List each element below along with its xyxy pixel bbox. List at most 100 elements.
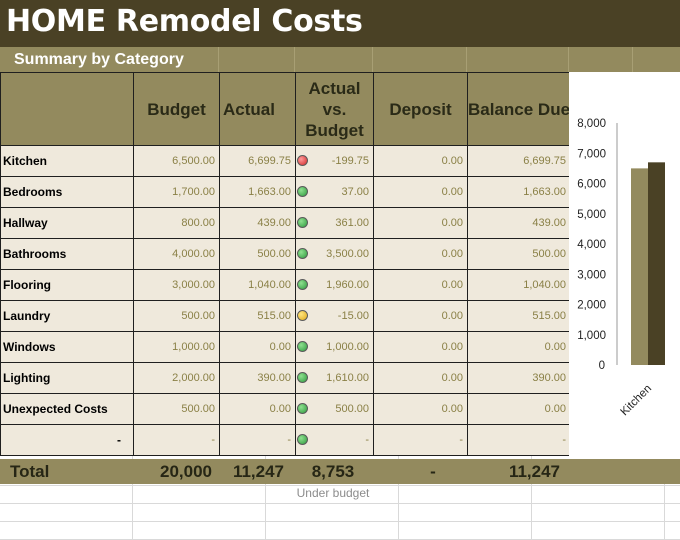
- category-cell[interactable]: Kitchen: [0, 145, 134, 177]
- y-tick-label: 5,000: [577, 209, 606, 221]
- category-cell[interactable]: Lighting: [0, 362, 134, 394]
- actual-vs-budget-cell[interactable]: 1,610.00: [295, 362, 374, 394]
- budget-cell[interactable]: 500.00: [133, 393, 220, 425]
- total-actual-vs-budget[interactable]: 8,753: [311, 462, 355, 481]
- actual-cell[interactable]: -: [219, 424, 296, 456]
- deposit-cell[interactable]: 0.00: [373, 176, 468, 208]
- category-cell[interactable]: Unexpected Costs: [0, 393, 134, 425]
- column-divider: [632, 47, 633, 72]
- status-indicator-icon: [297, 310, 308, 321]
- chart-bar: [648, 162, 665, 365]
- actual-cell[interactable]: 0.00: [219, 331, 296, 363]
- category-cell[interactable]: -: [0, 424, 134, 456]
- status-indicator-icon: [297, 403, 308, 414]
- header-actual-vs-budget[interactable]: Actual vs. Budget: [295, 72, 374, 146]
- category-cell[interactable]: Flooring: [0, 269, 134, 301]
- page-subtitle: Summary by Category: [14, 51, 184, 68]
- actual-vs-budget-cell[interactable]: 1,000.00: [295, 331, 374, 363]
- budget-status-note[interactable]: Under budget: [296, 486, 370, 500]
- total-label[interactable]: Total: [10, 462, 50, 481]
- header-budget[interactable]: Budget: [133, 72, 220, 146]
- table-row: Bedrooms 1,700.00 1,663.00 37.00 0.00 1,663.0…: [0, 176, 572, 208]
- actual-vs-budget-cell[interactable]: 500.00: [295, 393, 374, 425]
- balance-due-cell[interactable]: 515.00: [466, 300, 572, 332]
- budget-cell[interactable]: 3,000.00: [133, 269, 220, 301]
- total-deposit[interactable]: -: [430, 462, 436, 481]
- balance-due-cell[interactable]: 6,699.75: [466, 145, 572, 177]
- summary-table: Budget Actual Actual vs. Budget Deposit …: [0, 72, 572, 456]
- header-deposit[interactable]: Deposit: [373, 72, 468, 146]
- budget-cell[interactable]: 500.00: [133, 300, 220, 332]
- actual-vs-budget-cell[interactable]: 3,500.00: [295, 238, 374, 270]
- balance-due-cell[interactable]: 390.00: [466, 362, 572, 394]
- actual-vs-budget-cell[interactable]: -: [295, 424, 374, 456]
- column-divider: [218, 47, 219, 72]
- actual-vs-budget-cell[interactable]: 37.00: [295, 176, 374, 208]
- balance-due-cell[interactable]: 1,663.00: [466, 176, 572, 208]
- budget-cell[interactable]: 6,500.00: [133, 145, 220, 177]
- chart-svg: 0 1,000 2,000 3,000 4,000 5,000 6,000 7,000 8,00…: [577, 118, 665, 418]
- y-tick-label: 2,000: [577, 300, 606, 312]
- deposit-cell[interactable]: 0.00: [373, 393, 468, 425]
- actual-cell[interactable]: 6,699.75: [219, 145, 296, 177]
- header-category[interactable]: [0, 72, 134, 146]
- table-row: Kitchen 6,500.00 6,699.75 -199.75 0.00 6,699.…: [0, 145, 572, 177]
- actual-vs-budget-cell[interactable]: 1,960.00: [295, 269, 374, 301]
- category-cell[interactable]: Laundry: [0, 300, 134, 332]
- actual-cell[interactable]: 390.00: [219, 362, 296, 394]
- balance-due-cell[interactable]: 500.00: [466, 238, 572, 270]
- deposit-cell[interactable]: 0.00: [373, 207, 468, 239]
- column-divider: [294, 47, 295, 72]
- y-tick-label: 4,000: [577, 239, 606, 251]
- budget-cell[interactable]: 800.00: [133, 207, 220, 239]
- balance-due-cell[interactable]: 0.00: [466, 331, 572, 363]
- header-actual[interactable]: Actual: [219, 72, 296, 146]
- total-row: Total 20,000 11,247 8,753 - 11,247: [0, 459, 680, 484]
- actual-cell[interactable]: 0.00: [219, 393, 296, 425]
- deposit-cell[interactable]: 0.00: [373, 269, 468, 301]
- header-balance-due[interactable]: Balance Due: [466, 72, 572, 146]
- deposit-cell[interactable]: 0.00: [373, 331, 468, 363]
- page-title: HOME Remodel Costs: [6, 4, 363, 39]
- budget-cell[interactable]: 4,000.00: [133, 238, 220, 270]
- total-actual[interactable]: 11,247: [232, 462, 284, 481]
- total-balance-due[interactable]: 11,247: [508, 462, 560, 481]
- deposit-cell[interactable]: 0.00: [373, 362, 468, 394]
- balance-due-cell[interactable]: 439.00: [466, 207, 572, 239]
- balance-due-cell[interactable]: 1,040.00: [466, 269, 572, 301]
- status-indicator-icon: [297, 155, 308, 166]
- actual-vs-budget-value: 1,000.00: [326, 341, 369, 353]
- deposit-cell[interactable]: 0.00: [373, 145, 468, 177]
- actual-cell[interactable]: 439.00: [219, 207, 296, 239]
- actual-vs-budget-value: 500.00: [335, 403, 369, 415]
- budget-cell[interactable]: 1,700.00: [133, 176, 220, 208]
- y-tick-label: 1,000: [577, 330, 606, 342]
- status-indicator-icon: [297, 434, 308, 445]
- actual-cell[interactable]: 1,663.00: [219, 176, 296, 208]
- actual-vs-budget-cell[interactable]: -199.75: [295, 145, 374, 177]
- category-cell[interactable]: Bedrooms: [0, 176, 134, 208]
- actual-cell[interactable]: 515.00: [219, 300, 296, 332]
- actual-vs-budget-cell[interactable]: -15.00: [295, 300, 374, 332]
- budget-cell[interactable]: 1,000.00: [133, 331, 220, 363]
- budget-cell[interactable]: -: [133, 424, 220, 456]
- category-cell[interactable]: Windows: [0, 331, 134, 363]
- deposit-cell[interactable]: -: [373, 424, 468, 456]
- deposit-cell[interactable]: 0.00: [373, 300, 468, 332]
- actual-cell[interactable]: 1,040.00: [219, 269, 296, 301]
- actual-vs-budget-value: 1,610.00: [326, 372, 369, 384]
- balance-due-cell[interactable]: 0.00: [466, 393, 572, 425]
- budget-cell[interactable]: 2,000.00: [133, 362, 220, 394]
- balance-due-cell[interactable]: -: [466, 424, 572, 456]
- actual-cell[interactable]: 500.00: [219, 238, 296, 270]
- budget-chart[interactable]: 0 1,000 2,000 3,000 4,000 5,000 6,000 7,000 8,00…: [569, 72, 680, 459]
- category-cell[interactable]: Hallway: [0, 207, 134, 239]
- total-budget[interactable]: 20,000: [160, 462, 212, 481]
- table-row: Hallway 800.00 439.00 361.00 0.00 439.00: [0, 207, 572, 239]
- header-row: Budget Actual Actual vs. Budget Deposit …: [0, 72, 572, 146]
- y-tick-label: 0: [599, 360, 605, 372]
- actual-vs-budget-cell[interactable]: 361.00: [295, 207, 374, 239]
- actual-vs-budget-value: 1,960.00: [326, 279, 369, 291]
- deposit-cell[interactable]: 0.00: [373, 238, 468, 270]
- category-cell[interactable]: Bathrooms: [0, 238, 134, 270]
